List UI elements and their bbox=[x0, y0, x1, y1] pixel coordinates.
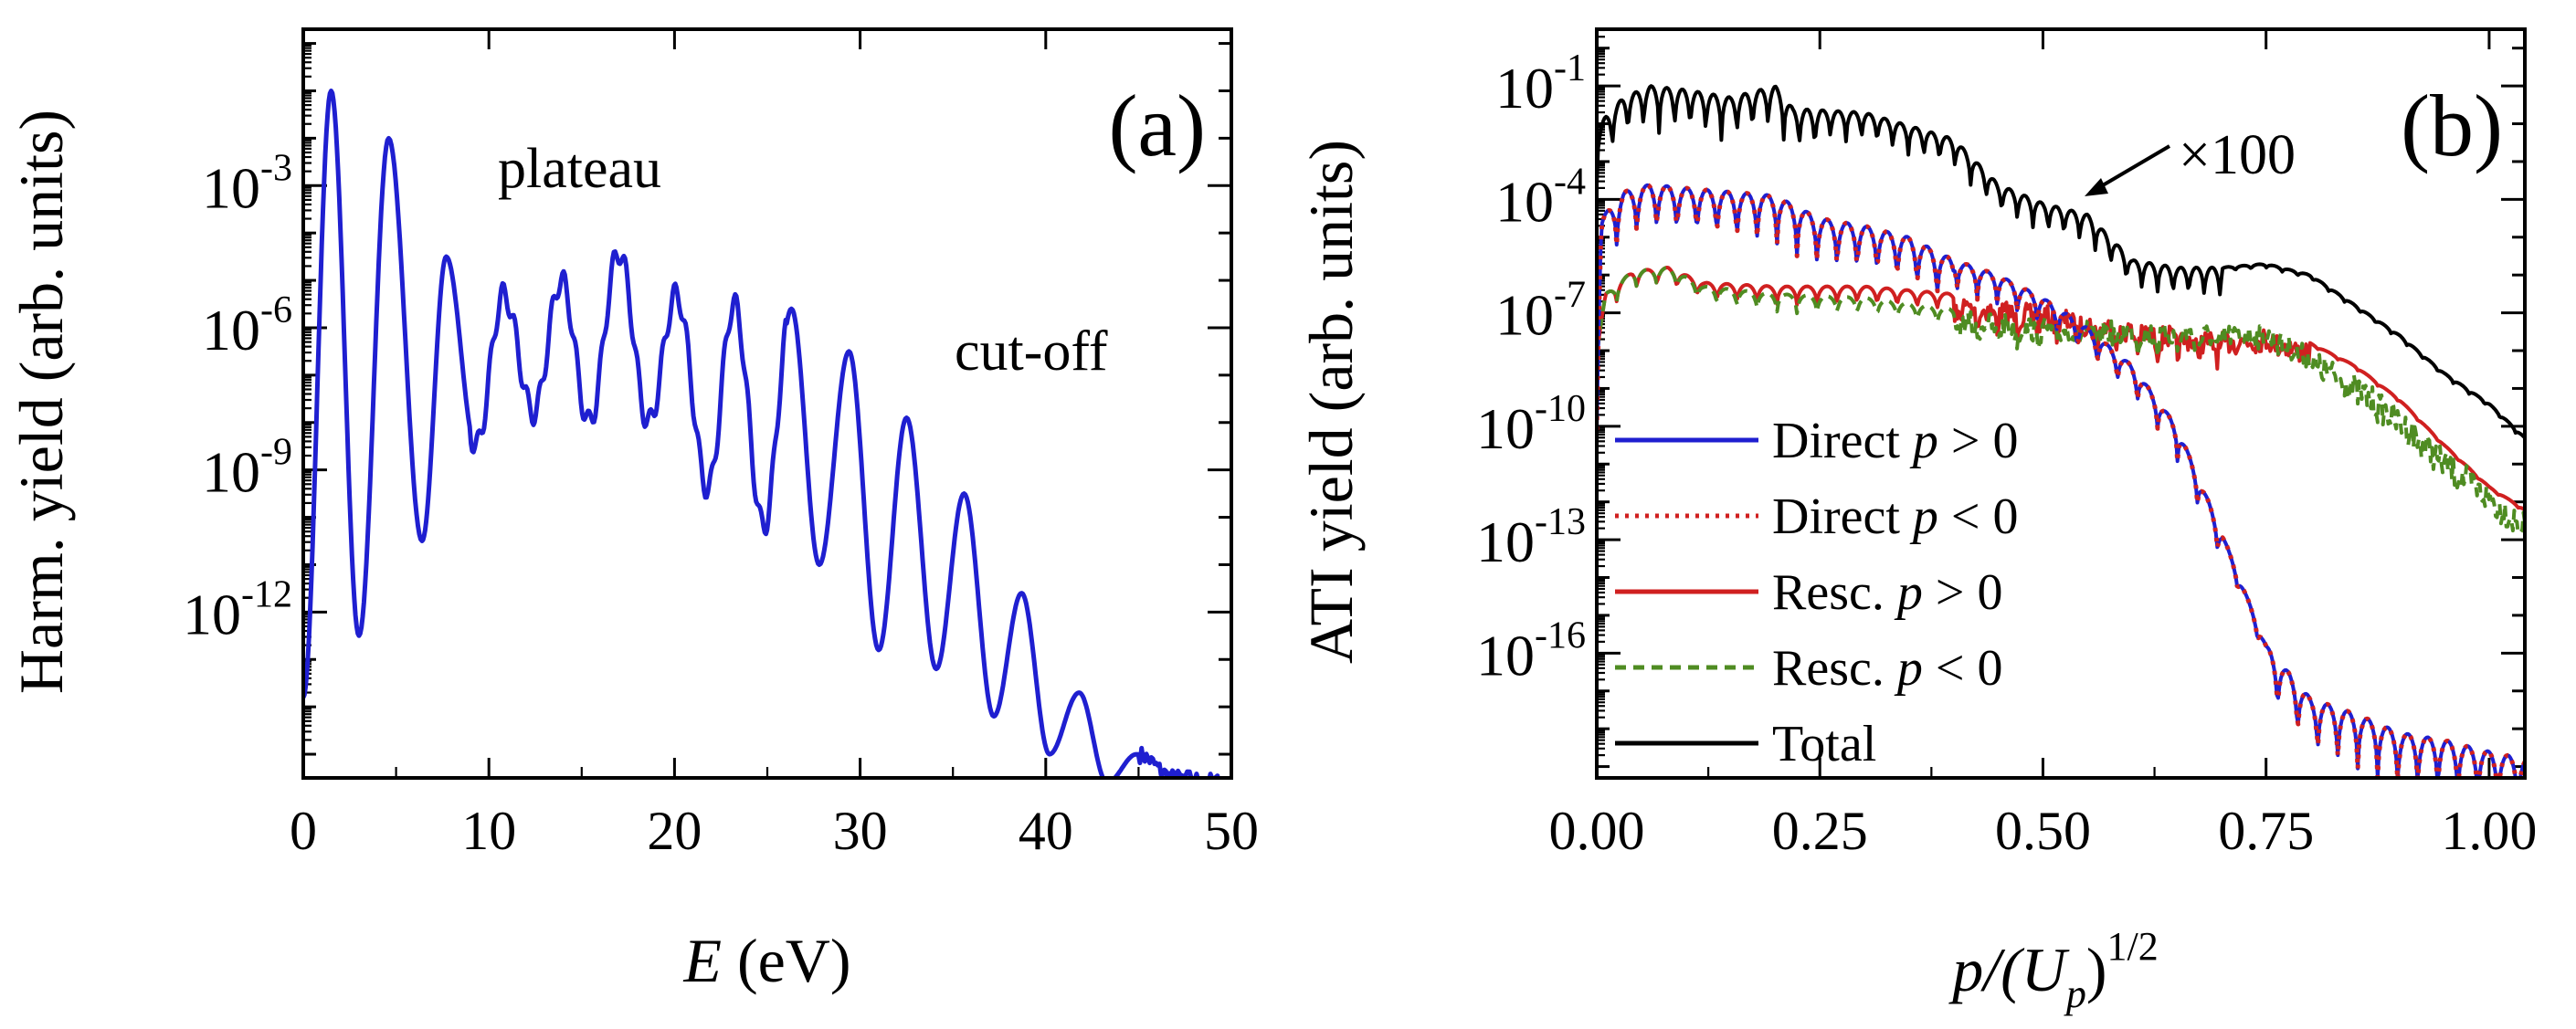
panel-b-label: (b) bbox=[2401, 77, 2503, 174]
annotation-times-100: ×100 bbox=[2179, 124, 2296, 186]
panel-a-x-tick-label: 30 bbox=[833, 801, 888, 861]
legend-variable: p bbox=[1894, 640, 1923, 697]
rescattered-negative-line bbox=[1597, 266, 2525, 536]
panel-b-x-tick-label: 0.75 bbox=[2218, 801, 2314, 861]
legend-prefix: Resc. bbox=[1772, 640, 1897, 697]
legend-label-rescattered-positive: Resc. p > 0 bbox=[1772, 564, 2002, 621]
panel-b-y-axis-label: ATI yield (arb. units) bbox=[1296, 140, 1366, 664]
panel-b-y-tick-label-base: 10 bbox=[1495, 283, 1554, 348]
panel-a-x-tick-label: 10 bbox=[461, 801, 516, 861]
x-axis-superscript: 1/2 bbox=[2107, 924, 2159, 969]
legend-variable: p bbox=[1909, 413, 1938, 469]
x-axis-subscript: p bbox=[2064, 971, 2086, 1016]
panel-b-y-tick-label-base: 10 bbox=[1495, 169, 1554, 234]
panel-b-y-tick-label-exponent: -7 bbox=[1554, 275, 1586, 317]
legend-variable: p bbox=[1894, 564, 1923, 621]
annotation-plateau: plateau bbox=[498, 138, 661, 200]
panel-a-x-tick-label: 0 bbox=[290, 801, 317, 861]
panel-b-y-tick-label-base: 10 bbox=[1476, 396, 1535, 461]
panel-a-y-tick-label: 10-6 bbox=[202, 289, 292, 362]
legend-prefix: Total bbox=[1772, 716, 1876, 772]
panel-a: 0 10 20 30 40 50 10-310-610-910-12 (a) platea… bbox=[6, 27, 1259, 995]
legend-label-total: Total bbox=[1772, 716, 1876, 772]
panel-b-x-tick-label: 1.00 bbox=[2441, 801, 2537, 861]
panel-a-x-tick-label: 20 bbox=[647, 801, 702, 861]
panel-a-y-axis-label: Harm. yield (arb. units) bbox=[6, 110, 76, 694]
panel-b-frame bbox=[1595, 27, 2527, 780]
panel-b-y-tick-label: 10-16 bbox=[1476, 614, 1586, 688]
panel-a-y-tick-label-base: 10 bbox=[202, 298, 260, 362]
legend-relation: < 0 bbox=[1938, 488, 2019, 545]
annotation-arrowhead bbox=[2085, 178, 2108, 196]
panel-b-y-tick-label-exponent: -1 bbox=[1554, 47, 1586, 89]
panel-b-y-tick-label-base: 10 bbox=[1476, 509, 1535, 574]
panel-a-x-tick-label: 50 bbox=[1204, 801, 1259, 861]
panel-b-y-tick-label-exponent: -16 bbox=[1535, 614, 1586, 656]
legend-label-direct-negative: Direct p < 0 bbox=[1772, 488, 2019, 545]
panel-a-y-tick-label-base: 10 bbox=[202, 155, 260, 220]
panel-b-y-tick-label: 10-13 bbox=[1476, 501, 1586, 574]
panel-a-y-tick-label-exponent: -3 bbox=[260, 147, 292, 189]
panel-b-x-tick-labels: 0.00 0.25 0.50 0.75 1.00 bbox=[1549, 801, 2538, 861]
panel-b-y-tick-label-exponent: -4 bbox=[1554, 161, 1586, 203]
panel-a-y-tick-label-exponent: -9 bbox=[260, 432, 292, 474]
x-axis-p: p/(U bbox=[1948, 935, 2070, 1004]
panel-a-x-tick-label: 40 bbox=[1019, 801, 1073, 861]
panel-a-y-tick-label: 10-3 bbox=[202, 147, 292, 220]
panel-a-y-tick-labels: 10-310-610-910-12 bbox=[183, 147, 292, 646]
legend-label-direct-positive: Direct p > 0 bbox=[1772, 413, 2019, 469]
annotation-arrow bbox=[2090, 144, 2171, 194]
legend-relation: > 0 bbox=[1923, 564, 2003, 621]
annotation-cutoff: cut-off bbox=[955, 320, 1108, 383]
x-axis-unit: (eV) bbox=[737, 926, 851, 995]
panel-a-label: (a) bbox=[1108, 77, 1206, 174]
panel-b-y-tick-label-base: 10 bbox=[1476, 623, 1535, 688]
legend-prefix: Resc. bbox=[1772, 564, 1897, 621]
x-axis-close: ) bbox=[2086, 935, 2107, 1004]
panel-b-y-tick-label-exponent: -10 bbox=[1535, 388, 1586, 430]
panel-b-y-tick-label: 10-10 bbox=[1476, 388, 1586, 461]
x-axis-variable: E bbox=[682, 926, 722, 995]
legend-label-rescattered-negative: Resc. p < 0 bbox=[1772, 640, 2002, 697]
panel-a-y-tick-label-base: 10 bbox=[183, 582, 241, 646]
panel-a-y-tick-label-exponent: -12 bbox=[241, 573, 292, 615]
direct-negative-line bbox=[1597, 183, 2525, 778]
panel-a-x-axis-label: E (eV) bbox=[682, 926, 850, 995]
legend-relation: < 0 bbox=[1923, 640, 2003, 697]
panel-a-x-tick-labels: 0 10 20 30 40 50 bbox=[290, 801, 1259, 861]
legend-relation: > 0 bbox=[1938, 413, 2019, 469]
panel-b-x-tick-label: 0.25 bbox=[1772, 801, 1868, 861]
panel-b-y-tick-label: 10-4 bbox=[1495, 161, 1586, 234]
panel-b-series bbox=[1597, 84, 2525, 778]
panel-a-y-tick-label-base: 10 bbox=[202, 440, 260, 505]
panel-a-y-tick-label-exponent: -6 bbox=[260, 289, 292, 331]
panel-b-x-axis-label: p/(Up)1/2 bbox=[1948, 924, 2159, 1016]
panel-a-y-tick-label: 10-9 bbox=[202, 432, 292, 505]
legend-variable: p bbox=[1909, 488, 1938, 545]
harmonic-spectrum-line bbox=[303, 89, 1220, 778]
panel-b-x-tick-label: 0.00 bbox=[1549, 801, 1645, 861]
legend-prefix: Direct bbox=[1772, 488, 1913, 545]
panel-b-y-tick-label-base: 10 bbox=[1495, 56, 1554, 121]
legend-prefix: Direct bbox=[1772, 413, 1913, 469]
panel-a-frame bbox=[301, 27, 1233, 780]
panel-b-y-tick-label-exponent: -13 bbox=[1535, 501, 1586, 543]
panel-b-y-tick-label: 10-7 bbox=[1495, 275, 1586, 348]
panel-b-x-tick-label: 0.50 bbox=[1995, 801, 2091, 861]
total-line bbox=[1597, 84, 2525, 439]
panel-b-y-tick-label: 10-1 bbox=[1495, 47, 1586, 121]
panel-a-y-tick-label: 10-12 bbox=[183, 573, 292, 646]
panel-b: 0.00 0.25 0.50 0.75 1.00 10-110-410-710-1010… bbox=[1296, 27, 2538, 1016]
